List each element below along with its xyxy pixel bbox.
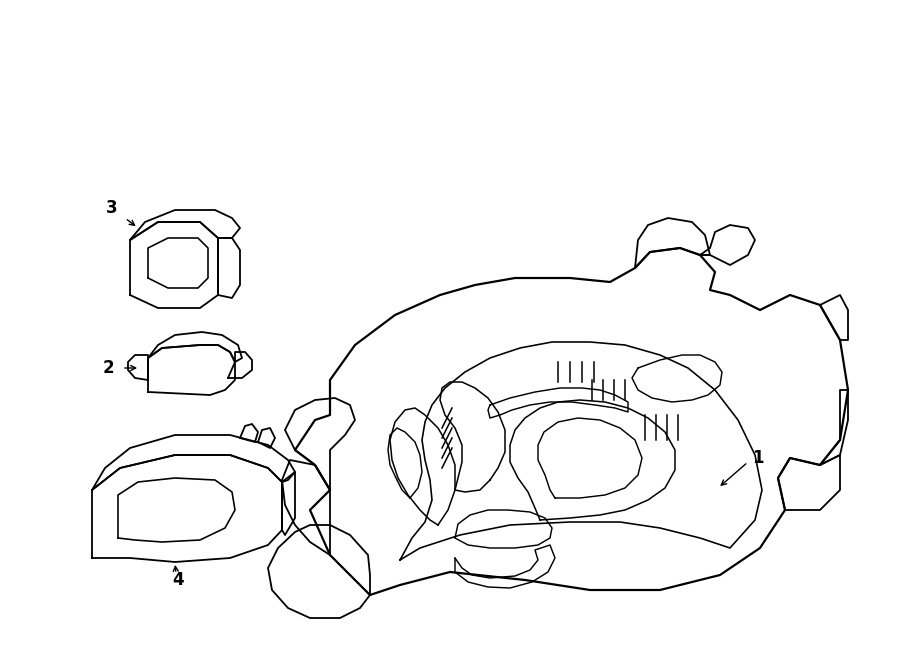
Text: 2: 2 bbox=[103, 359, 113, 377]
Text: 3: 3 bbox=[106, 199, 118, 217]
Text: 4: 4 bbox=[172, 571, 184, 589]
Text: 1: 1 bbox=[752, 449, 764, 467]
